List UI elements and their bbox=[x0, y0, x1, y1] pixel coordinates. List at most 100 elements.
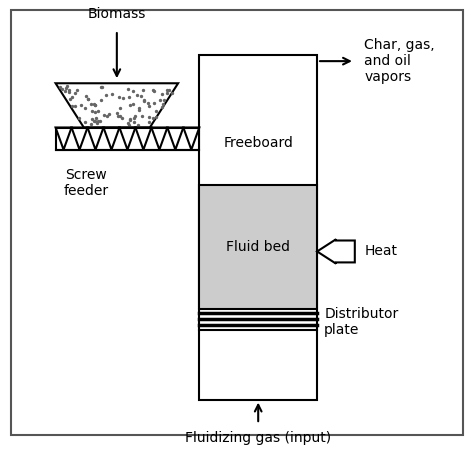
Polygon shape bbox=[183, 128, 199, 150]
Point bbox=[115, 94, 123, 101]
Polygon shape bbox=[136, 128, 151, 150]
Text: Fluid bed: Fluid bed bbox=[226, 240, 290, 254]
Point bbox=[94, 117, 102, 124]
Point bbox=[145, 119, 153, 126]
Point bbox=[125, 93, 133, 101]
Point bbox=[105, 110, 113, 117]
Point bbox=[90, 118, 98, 125]
Point bbox=[90, 101, 98, 108]
Point bbox=[69, 102, 76, 109]
Point bbox=[140, 86, 147, 93]
Point bbox=[91, 117, 99, 124]
Point bbox=[159, 100, 167, 107]
Text: Biomass: Biomass bbox=[88, 7, 146, 21]
Point bbox=[125, 85, 132, 92]
Text: Freeboard: Freeboard bbox=[223, 136, 293, 150]
Point bbox=[114, 113, 122, 120]
Polygon shape bbox=[55, 128, 72, 150]
Point bbox=[65, 88, 73, 96]
Point bbox=[138, 112, 146, 119]
Point bbox=[116, 105, 123, 112]
Point bbox=[133, 92, 141, 99]
Point bbox=[131, 113, 138, 120]
Point bbox=[89, 107, 96, 114]
Point bbox=[152, 113, 160, 120]
Polygon shape bbox=[88, 128, 103, 150]
Point bbox=[91, 101, 99, 108]
Point bbox=[97, 83, 105, 90]
Point bbox=[136, 106, 143, 114]
Point bbox=[152, 107, 159, 114]
Point bbox=[88, 115, 96, 123]
Point bbox=[81, 105, 89, 112]
Point bbox=[91, 101, 99, 109]
Point bbox=[150, 100, 158, 107]
Point bbox=[75, 114, 83, 122]
Text: Screw
feeder: Screw feeder bbox=[64, 168, 109, 198]
Point bbox=[160, 97, 168, 104]
Point bbox=[159, 103, 166, 110]
Point bbox=[87, 100, 95, 107]
Point bbox=[82, 92, 90, 100]
Point bbox=[65, 86, 73, 93]
Point bbox=[61, 87, 69, 94]
Polygon shape bbox=[151, 128, 167, 150]
Point bbox=[56, 83, 64, 90]
Point bbox=[96, 117, 104, 124]
Point bbox=[71, 102, 79, 110]
Point bbox=[130, 119, 137, 126]
Text: Fluidizing gas (input): Fluidizing gas (input) bbox=[185, 431, 331, 445]
Point bbox=[151, 88, 158, 95]
Point bbox=[103, 113, 111, 120]
Point bbox=[93, 119, 100, 126]
Point bbox=[66, 95, 73, 102]
Point bbox=[126, 115, 133, 122]
Point bbox=[140, 98, 148, 105]
Point bbox=[71, 90, 78, 97]
Point bbox=[91, 109, 99, 116]
Point bbox=[108, 90, 116, 97]
Point bbox=[84, 96, 92, 103]
Polygon shape bbox=[103, 128, 119, 150]
Point bbox=[140, 97, 148, 104]
Point bbox=[118, 114, 126, 122]
Point bbox=[100, 111, 108, 118]
Point bbox=[126, 102, 134, 109]
Point bbox=[81, 119, 89, 126]
Point bbox=[126, 121, 133, 128]
Point bbox=[159, 91, 166, 98]
Polygon shape bbox=[317, 239, 355, 264]
Point bbox=[124, 120, 131, 127]
Point bbox=[149, 114, 156, 122]
Polygon shape bbox=[167, 128, 183, 150]
Point bbox=[58, 85, 66, 92]
Point bbox=[165, 86, 173, 93]
Point bbox=[85, 95, 92, 102]
Point bbox=[126, 116, 134, 123]
Bar bbox=[199, 54, 317, 400]
Point bbox=[156, 97, 164, 104]
Text: Char, gas,
and oil
vapors: Char, gas, and oil vapors bbox=[364, 38, 435, 84]
Bar bbox=[199, 185, 317, 309]
Point bbox=[98, 97, 105, 104]
Point bbox=[137, 92, 145, 100]
Point bbox=[62, 84, 69, 91]
Point bbox=[129, 101, 137, 108]
Point bbox=[88, 120, 95, 128]
Point bbox=[164, 89, 171, 97]
Point bbox=[78, 101, 85, 108]
Point bbox=[94, 108, 101, 115]
Point bbox=[119, 94, 127, 101]
Point bbox=[130, 115, 138, 122]
Point bbox=[135, 104, 142, 111]
Bar bbox=[199, 185, 317, 309]
Text: Heat: Heat bbox=[364, 244, 397, 259]
Point bbox=[144, 99, 151, 106]
Point bbox=[134, 121, 142, 128]
Point bbox=[68, 93, 76, 101]
Point bbox=[149, 86, 157, 93]
Point bbox=[63, 83, 71, 90]
Bar bbox=[55, 128, 199, 150]
Polygon shape bbox=[119, 128, 136, 150]
Point bbox=[102, 92, 110, 99]
